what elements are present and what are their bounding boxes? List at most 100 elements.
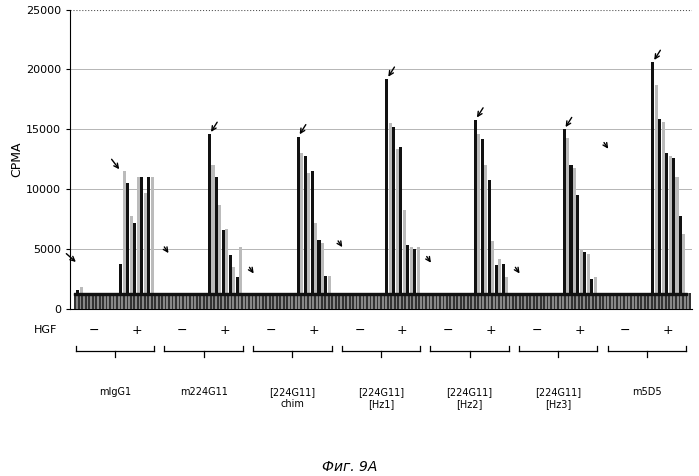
Bar (491, 293, 493, 309)
Bar (630, 293, 632, 309)
Bar (347, 293, 349, 309)
Bar (278, 293, 280, 309)
Bar (168, 306, 171, 309)
Text: −: − (354, 324, 365, 337)
Bar (147, 293, 149, 309)
Bar (636, 307, 639, 309)
Bar (629, 307, 632, 309)
Bar (281, 293, 283, 309)
Bar (282, 307, 284, 309)
Bar (109, 293, 111, 309)
Bar (350, 307, 352, 309)
Bar (288, 293, 290, 309)
Bar (543, 293, 545, 309)
Bar (493, 293, 495, 309)
Bar (403, 210, 405, 309)
Bar (670, 293, 672, 309)
Bar (573, 168, 576, 309)
Bar (330, 293, 331, 309)
Bar (159, 293, 161, 309)
Bar (554, 293, 556, 309)
Bar (589, 293, 590, 309)
Bar (152, 293, 154, 309)
Bar (403, 293, 404, 309)
Bar (498, 259, 501, 309)
Bar (80, 293, 81, 309)
Bar (408, 293, 410, 309)
Bar (333, 293, 335, 309)
Bar (411, 293, 413, 309)
Bar (667, 293, 668, 309)
Bar (142, 293, 144, 309)
Bar (571, 293, 572, 309)
Bar (310, 171, 314, 309)
Bar (353, 307, 356, 309)
Bar (323, 293, 324, 309)
Bar (298, 293, 300, 309)
Bar (97, 293, 99, 309)
Bar (399, 293, 401, 309)
Bar (373, 307, 377, 309)
Bar (475, 293, 477, 309)
Bar (456, 293, 458, 309)
Bar (481, 293, 482, 309)
Bar (628, 293, 630, 309)
Bar (502, 264, 505, 309)
Text: +: + (663, 324, 674, 337)
Bar (582, 293, 583, 309)
Bar (87, 306, 90, 309)
Bar (254, 306, 257, 309)
Bar (345, 293, 347, 309)
Bar (94, 307, 97, 309)
Bar (665, 293, 667, 309)
Bar (616, 293, 618, 309)
Bar (682, 234, 686, 309)
Bar (566, 138, 569, 309)
Bar (507, 293, 508, 309)
Bar (366, 293, 368, 309)
Bar (448, 293, 449, 309)
Bar (179, 307, 182, 309)
Bar (338, 293, 340, 309)
Bar (679, 216, 682, 309)
Bar (357, 293, 359, 309)
Bar (205, 293, 206, 309)
Bar (140, 178, 143, 309)
Bar (87, 293, 88, 309)
Bar (418, 293, 420, 309)
Bar (370, 293, 371, 309)
Bar (505, 293, 507, 309)
Bar (512, 293, 514, 309)
Bar (604, 293, 606, 309)
Bar (524, 293, 526, 309)
Bar (144, 293, 145, 309)
Bar (285, 307, 288, 309)
Bar (248, 293, 250, 309)
Bar (552, 293, 554, 309)
Bar (375, 293, 377, 309)
Text: −: − (443, 324, 454, 337)
Bar (663, 293, 665, 309)
Bar (619, 293, 621, 309)
Bar (236, 277, 239, 309)
Bar (658, 119, 661, 309)
Bar (537, 307, 540, 309)
Bar (687, 293, 689, 309)
Bar (439, 293, 441, 309)
Bar (686, 293, 687, 309)
Bar (380, 293, 382, 309)
Bar (90, 307, 94, 309)
Bar (232, 268, 236, 309)
Bar (675, 293, 677, 309)
Bar (212, 293, 213, 309)
Bar (115, 293, 116, 309)
Bar (579, 293, 582, 309)
Bar (296, 137, 300, 309)
Bar (428, 293, 431, 309)
Bar (127, 183, 129, 309)
Bar (488, 180, 491, 309)
Bar (192, 293, 194, 309)
Bar (385, 79, 389, 309)
Bar (137, 178, 140, 309)
Text: +: + (486, 324, 496, 337)
